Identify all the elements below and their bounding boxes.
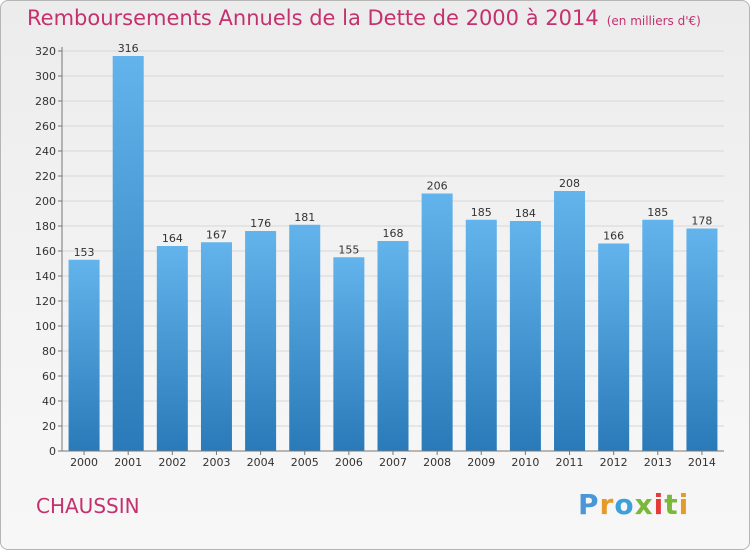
data-label: 206 [427, 180, 448, 193]
x-tick-label: 2004 [247, 456, 275, 469]
y-tick-label: 200 [35, 195, 56, 208]
x-tick-label: 2000 [70, 456, 98, 469]
logo-letter: r [599, 488, 615, 521]
y-tick-label: 220 [35, 170, 56, 183]
x-tick-label: 2009 [467, 456, 495, 469]
bar-2014 [686, 228, 718, 451]
bar-2004 [245, 231, 277, 451]
chart-title: Remboursements Annuels de la Dette de 20… [27, 6, 701, 30]
data-label: 176 [250, 217, 271, 230]
y-tick-label: 320 [35, 45, 56, 58]
chart-unit-note: (en milliers d'€) [606, 14, 701, 28]
bar-2007 [377, 241, 409, 451]
x-tick-label: 2014 [688, 456, 716, 469]
logo-letter: i [653, 488, 665, 521]
y-tick-label: 100 [35, 320, 56, 333]
bar-2001 [112, 56, 144, 451]
proxiti-logo: Proxiti [578, 488, 689, 521]
y-tick-label: 240 [35, 145, 56, 158]
data-label: 185 [471, 206, 492, 219]
x-tick-label: 2012 [600, 456, 628, 469]
y-tick-label: 80 [42, 345, 56, 358]
data-label: 153 [74, 246, 95, 259]
data-label: 208 [559, 177, 580, 190]
data-label: 316 [118, 42, 139, 55]
logo-letter: x [634, 488, 654, 521]
x-tick-label: 2003 [202, 456, 230, 469]
bar-2005 [289, 224, 321, 451]
x-tick-label: 2013 [644, 456, 672, 469]
bar-2003 [200, 242, 232, 451]
y-tick-label: 60 [42, 370, 56, 383]
x-tick-label: 2010 [511, 456, 539, 469]
y-tick-label: 140 [35, 270, 56, 283]
y-tick-label: 280 [35, 95, 56, 108]
commune-name: CHAUSSIN [36, 494, 140, 518]
data-label: 167 [206, 228, 227, 241]
y-tick-label: 180 [35, 220, 56, 233]
y-tick-label: 260 [35, 120, 56, 133]
bar-2013 [642, 219, 674, 451]
data-label: 168 [383, 227, 404, 240]
x-tick-label: 2001 [114, 456, 142, 469]
data-label: 185 [647, 206, 668, 219]
bar-2006 [333, 257, 365, 451]
x-tick-label: 2005 [291, 456, 319, 469]
y-tick-label: 0 [49, 445, 56, 458]
bar-2010 [509, 221, 541, 451]
x-tick-label: 2007 [379, 456, 407, 469]
y-tick-label: 40 [42, 395, 56, 408]
x-tick-label: 2008 [423, 456, 451, 469]
bar-2008 [421, 193, 453, 451]
data-label: 155 [338, 243, 359, 256]
data-label: 166 [603, 230, 624, 243]
x-tick-label: 2011 [556, 456, 584, 469]
y-tick-label: 160 [35, 245, 56, 258]
logo-letter: o [614, 488, 635, 521]
logo-letter: t [664, 488, 679, 521]
bar-2002 [156, 246, 188, 451]
data-label: 164 [162, 232, 183, 245]
bar-2000 [68, 259, 100, 451]
x-tick-label: 2006 [335, 456, 363, 469]
x-tick-label: 2002 [158, 456, 186, 469]
data-label: 184 [515, 207, 536, 220]
logo-letter: i [678, 488, 690, 521]
y-tick-label: 20 [42, 420, 56, 433]
data-label: 181 [294, 211, 315, 224]
logo-letter: P [578, 488, 600, 521]
bar-2009 [465, 219, 497, 451]
y-tick-label: 300 [35, 70, 56, 83]
y-tick-label: 120 [35, 295, 56, 308]
data-label: 178 [691, 215, 712, 228]
chart-title-text: Remboursements Annuels de la Dette de 20… [27, 6, 599, 30]
bar-2012 [598, 243, 630, 451]
bar-2011 [554, 191, 586, 451]
